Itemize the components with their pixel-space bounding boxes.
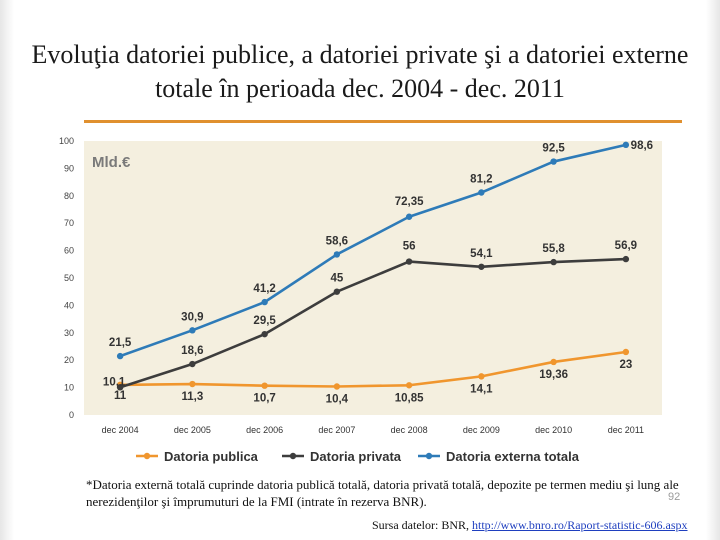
- legend-marker: [289, 452, 297, 460]
- y-tick-label: 30: [64, 328, 74, 338]
- y-axis-label: Mld.€: [92, 154, 131, 171]
- x-tick-label: dec 2010: [535, 425, 572, 435]
- legend-label: Datoria externa totala: [446, 449, 580, 464]
- legend-marker: [143, 452, 151, 460]
- data-label: 14,1: [470, 383, 493, 395]
- data-point: [189, 380, 196, 388]
- data-label: 41,2: [253, 283, 275, 295]
- slide-edge-left: [0, 0, 14, 540]
- x-tick-label: dec 2011: [608, 425, 644, 435]
- data-point: [261, 382, 268, 389]
- x-tick-label: dec 2006: [246, 425, 283, 435]
- y-tick-label: 100: [59, 136, 74, 146]
- y-tick-label: 50: [64, 273, 74, 283]
- data-point: [550, 158, 557, 165]
- series-line-3: [119, 143, 627, 358]
- x-tick-label: dec 2004: [102, 425, 139, 435]
- data-label: 10,1: [103, 376, 126, 388]
- data-label: 23: [619, 359, 632, 371]
- y-tick-label: 70: [64, 218, 74, 228]
- data-point: [261, 298, 268, 306]
- data-label: 56: [403, 241, 416, 253]
- y-tick-label: 0: [69, 410, 74, 420]
- y-tick-label: 10: [64, 383, 74, 393]
- data-label: 56,9: [615, 240, 637, 252]
- x-tick-label: dec 2009: [463, 425, 500, 435]
- source-link[interactable]: http://www.bnro.ro/Raport-statistic-606.…: [472, 518, 688, 532]
- data-point: [478, 373, 485, 380]
- data-point: [478, 189, 485, 196]
- data-point: [333, 251, 341, 258]
- data-label: 81,2: [470, 174, 492, 186]
- data-label: 10,4: [326, 394, 349, 406]
- series-line-1: [120, 350, 627, 388]
- y-tick-label: 40: [64, 300, 74, 310]
- data-label: 54,1: [470, 248, 493, 260]
- data-point: [405, 258, 413, 265]
- data-point: [116, 384, 124, 391]
- data-point: [405, 213, 413, 220]
- data-label: 10,85: [395, 392, 424, 404]
- y-tick-label: 90: [64, 163, 74, 173]
- legend-label: Datoria privata: [310, 449, 402, 464]
- data-point: [189, 327, 196, 334]
- data-label: 21,5: [109, 337, 132, 349]
- x-tick-label: dec 2007: [318, 425, 355, 435]
- data-point: [333, 288, 341, 295]
- data-label: 55,8: [542, 243, 565, 255]
- data-label: 45: [330, 273, 343, 285]
- title-underline: [84, 120, 682, 123]
- data-label: 72,35: [395, 196, 424, 208]
- data-label: 18,6: [181, 345, 203, 357]
- legend-marker: [425, 452, 433, 460]
- data-point: [116, 352, 124, 360]
- data-point: [478, 263, 485, 270]
- data-label: 58,6: [326, 235, 348, 247]
- legend-label: Datoria publica: [164, 449, 259, 464]
- data-point: [622, 255, 630, 263]
- source-citation: Sursa datelor: BNR, http://www.bnro.ro/R…: [372, 518, 688, 533]
- data-label: 98,6: [631, 140, 653, 152]
- data-point: [405, 382, 413, 389]
- y-tick-label: 20: [64, 355, 74, 365]
- data-label: 10,7: [253, 393, 275, 405]
- data-point: [622, 141, 630, 149]
- data-label: 11: [114, 390, 127, 402]
- data-label: 92,5: [542, 143, 565, 155]
- series-line-2: [119, 257, 626, 389]
- data-point: [550, 358, 557, 366]
- source-label: Sursa datelor: BNR,: [372, 518, 472, 532]
- data-point: [189, 360, 196, 368]
- slide-title: Evoluţia datoriei publice, a datoriei pr…: [31, 40, 689, 103]
- data-point: [550, 258, 557, 266]
- data-label: 29,5: [253, 315, 276, 327]
- y-tick-label: 60: [64, 246, 74, 256]
- slide-edge-right: [706, 0, 720, 540]
- x-tick-label: dec 2005: [174, 425, 211, 435]
- y-tick-label: 80: [64, 191, 74, 201]
- data-label: 30,9: [181, 311, 203, 323]
- data-label: 11,3: [182, 391, 204, 403]
- data-label: 19,36: [539, 369, 568, 381]
- x-tick-label: dec 2008: [391, 425, 428, 435]
- page-number: 92: [668, 491, 681, 503]
- data-point: [333, 383, 341, 390]
- footnote: *Datoria externă totală cuprinde datoria…: [86, 477, 679, 509]
- data-point: [261, 330, 268, 338]
- data-point: [622, 348, 630, 356]
